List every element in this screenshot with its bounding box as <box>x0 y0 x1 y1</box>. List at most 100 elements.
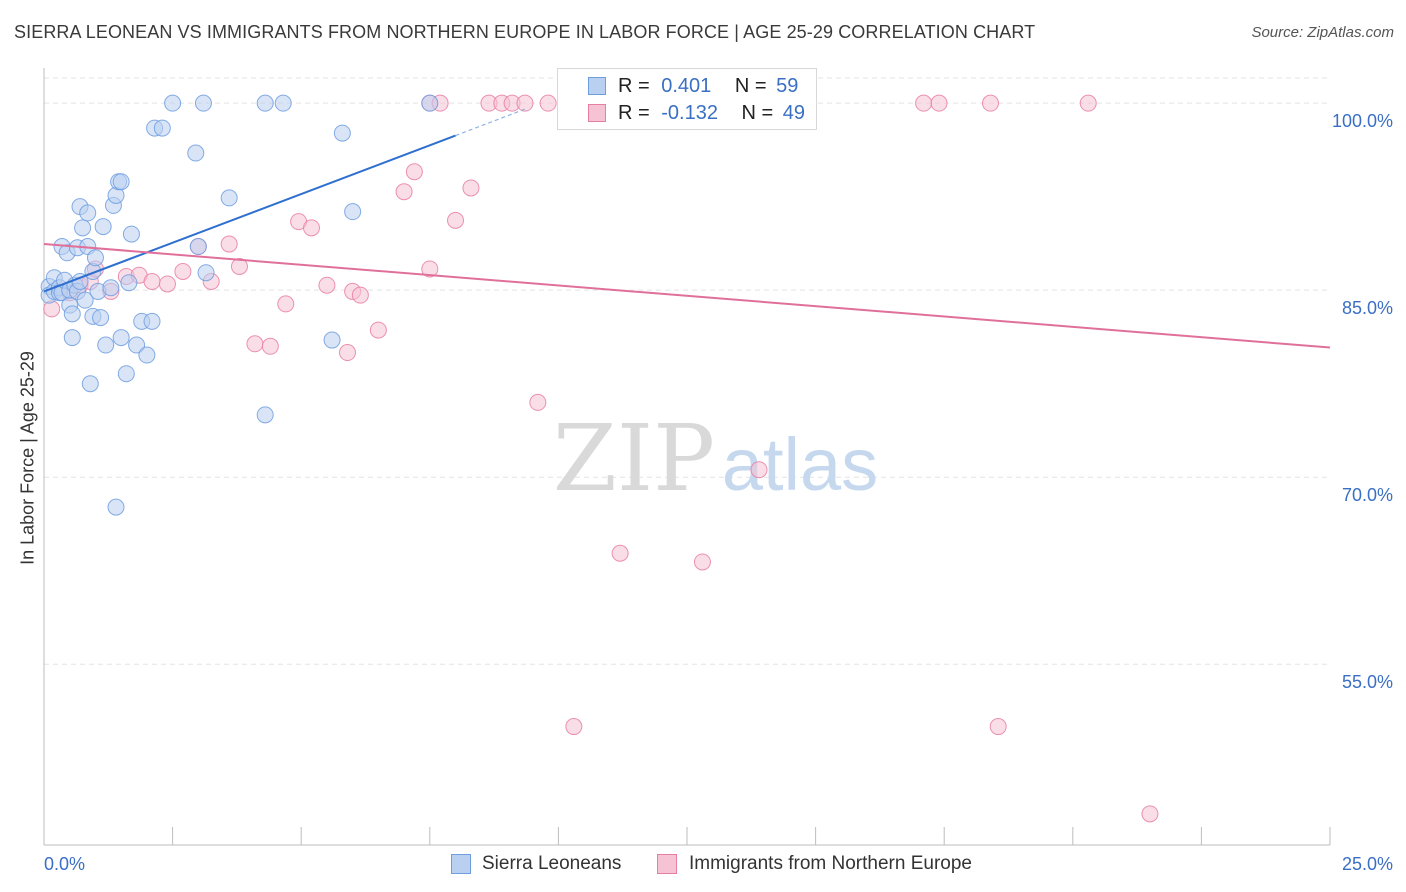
data-point <box>274 94 292 112</box>
data-point <box>164 94 182 112</box>
data-point <box>143 272 161 290</box>
data-point <box>516 94 534 112</box>
data-point <box>107 498 125 516</box>
data-point <box>92 309 110 327</box>
data-point <box>750 461 768 479</box>
series-sierra-leoneans-points <box>40 94 593 516</box>
data-point <box>43 300 61 318</box>
data-point <box>351 286 369 304</box>
data-point <box>112 173 130 191</box>
data-point <box>421 94 439 112</box>
data-point <box>405 163 423 181</box>
x-tick-label: 0.0% <box>44 854 85 874</box>
x-tick-label: 25.0% <box>1342 854 1393 874</box>
data-point <box>143 312 161 330</box>
trend-line-sierra-leoneans <box>43 134 456 293</box>
y-tick-label: 100.0% <box>1332 111 1393 131</box>
data-point <box>277 295 295 313</box>
watermark-atlas: atlas <box>722 423 878 506</box>
data-point <box>693 553 711 571</box>
trend-line-northern-europe <box>43 243 1331 349</box>
data-point <box>138 346 156 364</box>
data-point <box>128 336 146 354</box>
data-point <box>197 264 215 282</box>
bottom-legend-label-northern-europe: Immigrants from Northern Europe <box>689 853 972 874</box>
data-point <box>220 189 238 207</box>
data-point <box>565 718 583 736</box>
y-tick-label: 85.0% <box>1342 298 1393 318</box>
x-tick-labels: 0.0% 25.0% <box>44 854 1393 874</box>
data-point <box>256 406 274 424</box>
data-point <box>174 262 192 280</box>
data-point <box>989 718 1007 736</box>
data-point <box>318 276 336 294</box>
data-point <box>447 211 465 229</box>
data-point <box>76 291 94 309</box>
data-point <box>74 219 92 237</box>
legend-swatch-sierra-leoneans <box>588 77 606 95</box>
correlation-legend: R = 0.401 N = 59 R = -0.132 N = 49 <box>557 68 817 130</box>
data-point <box>395 183 413 201</box>
bottom-legend-swatch-northern-europe <box>657 854 677 874</box>
data-point <box>369 321 387 339</box>
legend-r-value: -0.132 <box>661 102 718 124</box>
data-point <box>344 203 362 221</box>
data-point <box>462 179 480 197</box>
data-point <box>230 257 248 275</box>
data-point <box>246 335 264 353</box>
data-point <box>63 329 81 347</box>
data-point <box>153 119 171 137</box>
data-point <box>187 144 205 162</box>
data-point <box>256 94 274 112</box>
data-point <box>323 331 341 349</box>
data-point <box>112 329 130 347</box>
data-point <box>529 393 547 411</box>
chart-title: SIERRA LEONEAN VS IMMIGRANTS FROM NORTHE… <box>14 22 1036 42</box>
legend-r-label: R = <box>618 75 650 97</box>
legend-row-sierra-leoneans: R = 0.401 N = 59 <box>618 75 798 98</box>
data-point <box>158 275 176 293</box>
source-label: Source: ZipAtlas.com <box>1251 24 1394 41</box>
legend-r-label: R = <box>618 102 650 124</box>
data-point <box>189 238 207 256</box>
y-tick-label: 55.0% <box>1342 672 1393 692</box>
data-point <box>611 544 629 562</box>
data-point <box>102 279 120 297</box>
grid-lines <box>44 77 1330 665</box>
legend-n-label: N = <box>734 75 767 97</box>
data-point <box>86 249 104 267</box>
legend-r-value: 0.401 <box>661 75 712 97</box>
data-point <box>79 204 97 222</box>
data-point <box>981 94 999 112</box>
data-point <box>261 337 279 355</box>
data-point <box>94 218 112 236</box>
watermark: ZIP atlas <box>553 405 878 512</box>
data-point <box>97 336 115 354</box>
data-point <box>930 94 948 112</box>
legend-row-northern-europe: R = -0.132 N = 49 <box>618 102 805 125</box>
data-point <box>117 365 135 383</box>
data-point <box>539 94 557 112</box>
data-point <box>63 305 81 323</box>
data-point <box>122 225 140 243</box>
watermark-zip: ZIP <box>553 405 715 512</box>
axes <box>43 68 1331 846</box>
data-point <box>1141 805 1159 823</box>
trend-lines <box>43 107 1331 349</box>
data-point <box>421 260 439 278</box>
bottom-legend-label-sierra-leoneans: Sierra Leoneans <box>482 853 622 874</box>
legend-n-value: 59 <box>776 75 799 97</box>
bottom-legend-swatch-sierra-leoneans <box>451 854 471 874</box>
data-point <box>1079 94 1097 112</box>
data-point <box>338 344 356 362</box>
data-point <box>120 274 138 292</box>
data-point <box>194 94 212 112</box>
data-point <box>915 94 933 112</box>
y-axis-label: In Labor Force | Age 25-29 <box>17 351 38 565</box>
data-point <box>333 124 351 142</box>
legend-swatch-northern-europe <box>588 104 606 122</box>
y-tick-label: 70.0% <box>1342 485 1393 505</box>
y-tick-labels: 100.0% 85.0% 70.0% 55.0% <box>1332 111 1393 692</box>
trend-line-sierra-leoneans-extension <box>455 107 528 137</box>
